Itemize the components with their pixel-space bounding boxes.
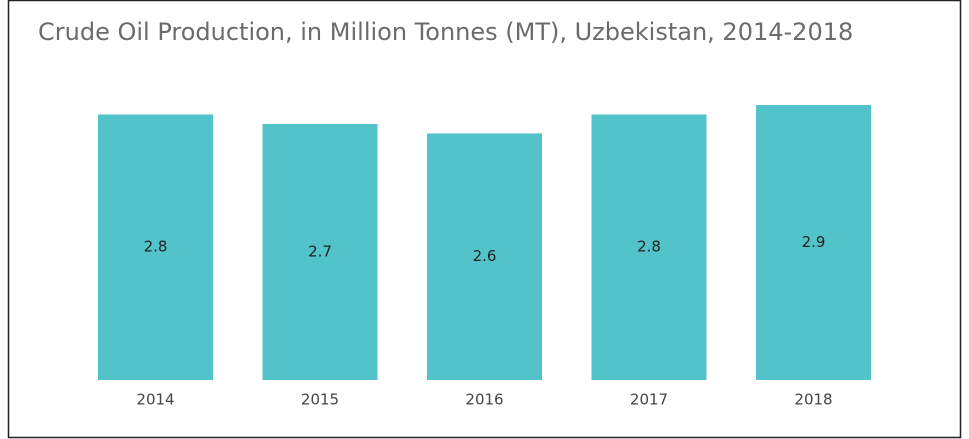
- x-tick-label: 2015: [301, 391, 339, 409]
- x-tick-label: 2018: [794, 391, 832, 409]
- value-label: 2.8: [637, 238, 661, 256]
- bar: [756, 105, 871, 380]
- value-label: 2.8: [144, 238, 168, 256]
- bar: [591, 114, 707, 380]
- bar: [427, 133, 542, 380]
- bar: [98, 114, 213, 380]
- x-tick-label: 2017: [630, 391, 668, 409]
- x-tick-label: 2016: [465, 391, 503, 409]
- value-label: 2.9: [802, 233, 826, 251]
- bar: [262, 123, 378, 380]
- value-label: 2.6: [473, 247, 497, 265]
- x-tick-label: 2014: [136, 391, 174, 409]
- chart-title: Crude Oil Production, in Million Tonnes …: [38, 18, 853, 46]
- value-label: 2.7: [308, 242, 332, 260]
